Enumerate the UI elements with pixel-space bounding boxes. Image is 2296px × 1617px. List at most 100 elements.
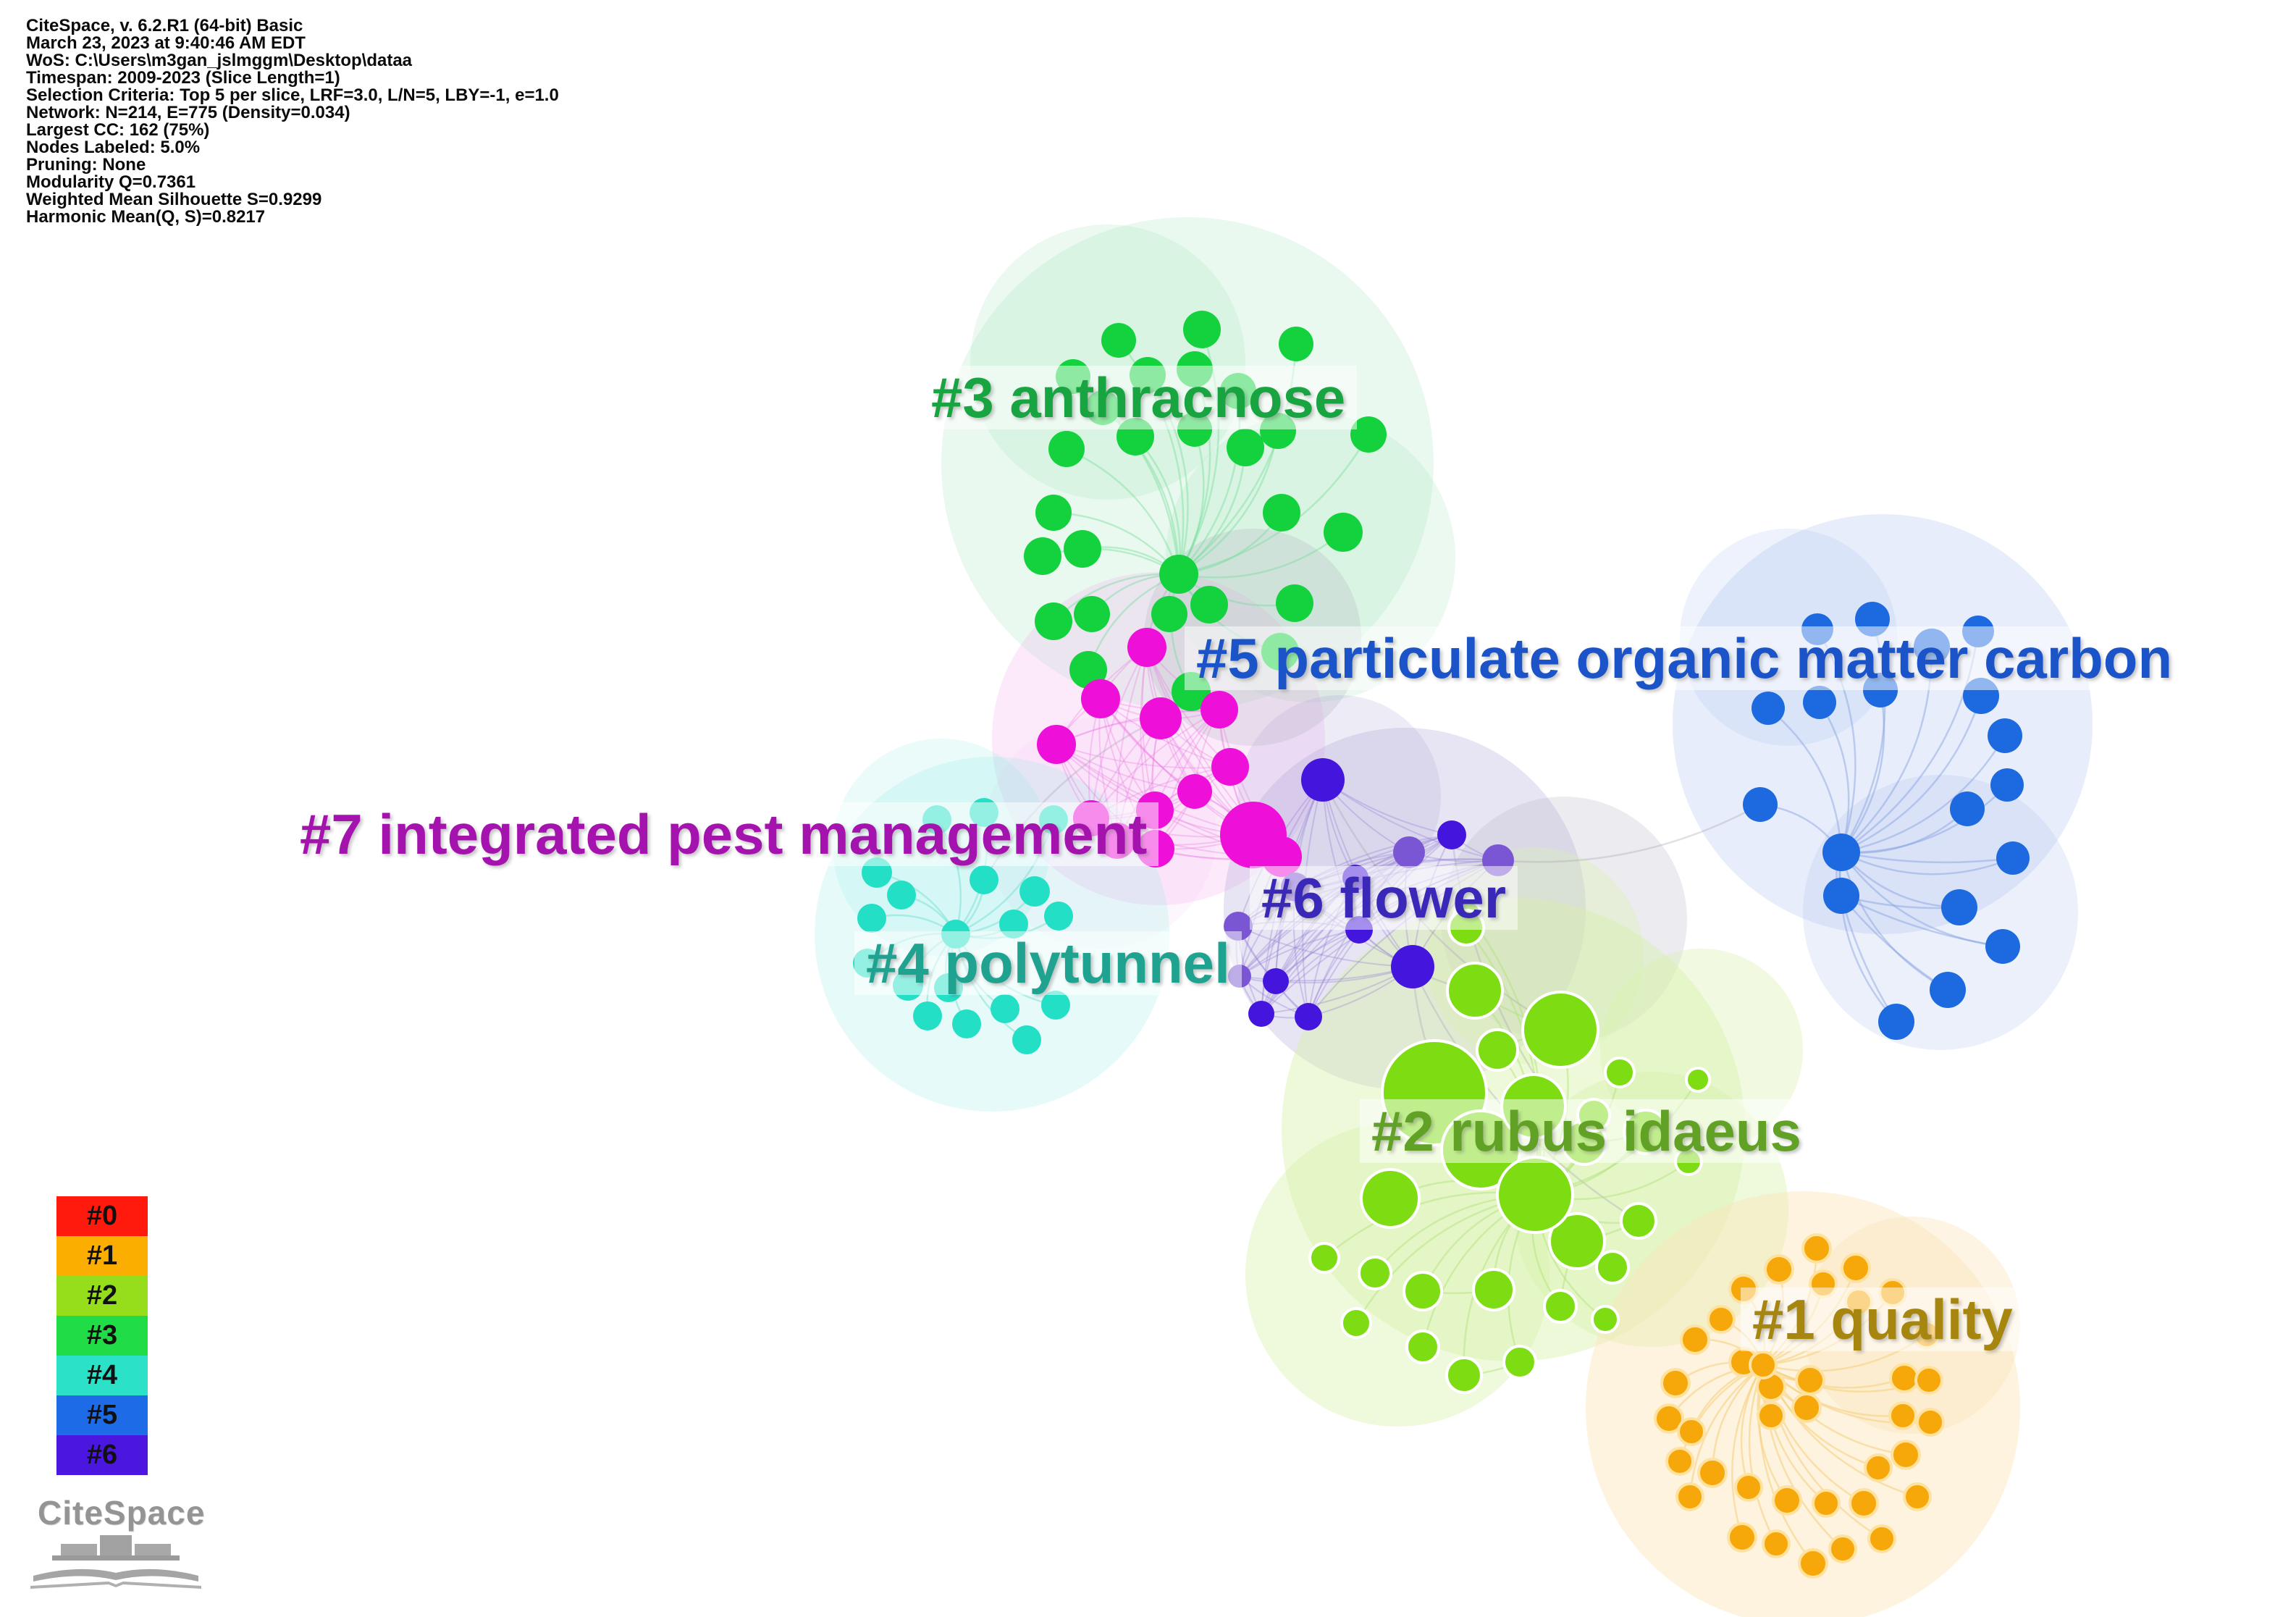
graph-node[interactable] — [1595, 1250, 1630, 1285]
graph-node[interactable] — [1405, 1330, 1440, 1364]
graph-node[interactable] — [913, 1001, 942, 1030]
graph-node[interactable] — [1324, 513, 1363, 552]
graph-node[interactable] — [1791, 1393, 1822, 1423]
cluster-label-2[interactable]: #2 rubus idaeus — [1360, 1099, 1813, 1164]
graph-node[interactable] — [1604, 1057, 1636, 1088]
graph-node[interactable] — [1127, 628, 1166, 667]
graph-node[interactable] — [1878, 1004, 1914, 1040]
graph-node[interactable] — [1988, 718, 2022, 753]
graph-node[interactable] — [1360, 1168, 1421, 1229]
graph-node[interactable] — [1445, 1356, 1483, 1394]
graph-node[interactable] — [1903, 1482, 1932, 1511]
graph-node[interactable] — [1743, 787, 1778, 822]
graph-node[interactable] — [1685, 1067, 1711, 1093]
graph-node[interactable] — [1403, 1271, 1443, 1311]
graph-node[interactable] — [857, 904, 886, 933]
graph-node[interactable] — [1263, 968, 1289, 994]
graph-node[interactable] — [1502, 1345, 1537, 1379]
cluster-label-5[interactable]: #5 particulate organic matter carbon — [1185, 626, 2184, 691]
graph-node[interactable] — [1822, 833, 1860, 871]
graph-node[interactable] — [1177, 774, 1212, 809]
graph-node[interactable] — [1654, 1403, 1684, 1434]
graph-node[interactable] — [1543, 1289, 1578, 1324]
graph-node[interactable] — [1393, 836, 1425, 868]
graph-node[interactable] — [1675, 1482, 1704, 1511]
graph-node[interactable] — [1801, 1233, 1832, 1264]
graph-node[interactable] — [1849, 1488, 1879, 1519]
graph-node[interactable] — [1727, 1522, 1757, 1553]
graph-node[interactable] — [1591, 1305, 1620, 1334]
graph-node[interactable] — [1279, 327, 1313, 361]
graph-node[interactable] — [1752, 692, 1785, 725]
graph-node[interactable] — [1074, 596, 1110, 632]
graph-node[interactable] — [1037, 725, 1076, 764]
graph-node[interactable] — [1227, 429, 1264, 466]
graph-node[interactable] — [1660, 1368, 1691, 1398]
graph-node[interactable] — [991, 994, 1019, 1023]
graph-node[interactable] — [1888, 1401, 1917, 1430]
graph-node[interactable] — [1190, 586, 1228, 623]
graph-node[interactable] — [1035, 602, 1072, 640]
graph-node[interactable] — [1446, 962, 1504, 1020]
graph-node[interactable] — [1864, 1453, 1893, 1482]
graph-node[interactable] — [1391, 945, 1434, 988]
cluster-label-3[interactable]: #3 anthracnose — [920, 366, 1358, 430]
graph-node[interactable] — [1308, 1242, 1340, 1274]
graph-node[interactable] — [1941, 889, 1977, 925]
graph-node[interactable] — [1828, 1534, 1857, 1563]
graph-node[interactable] — [1764, 1254, 1794, 1285]
graph-node[interactable] — [952, 1009, 981, 1038]
graph-node[interactable] — [1248, 1001, 1274, 1027]
graph-node[interactable] — [1350, 416, 1387, 453]
graph-node[interactable] — [1757, 1401, 1786, 1430]
graph-node[interactable] — [1263, 494, 1300, 532]
graph-node[interactable] — [1762, 1529, 1791, 1558]
graph-node[interactable] — [1069, 651, 1107, 689]
graph-node[interactable] — [1476, 1028, 1519, 1072]
graph-node[interactable] — [1301, 758, 1345, 802]
graph-node[interactable] — [1140, 697, 1182, 739]
graph-node[interactable] — [1041, 991, 1070, 1020]
graph-node[interactable] — [1211, 748, 1249, 786]
graph-node[interactable] — [1548, 1212, 1606, 1270]
graph-node[interactable] — [1891, 1440, 1921, 1470]
graph-node[interactable] — [1340, 1307, 1372, 1339]
graph-node[interactable] — [1677, 1417, 1706, 1446]
graph-node[interactable] — [970, 865, 998, 894]
cluster-label-6[interactable]: #6 flower — [1250, 866, 1518, 931]
graph-node[interactable] — [887, 881, 916, 910]
graph-node[interactable] — [1749, 1351, 1778, 1379]
graph-node[interactable] — [1734, 1473, 1763, 1502]
graph-node[interactable] — [1665, 1447, 1694, 1476]
graph-node[interactable] — [1295, 1003, 1322, 1030]
graph-node[interactable] — [1521, 991, 1599, 1069]
graph-node[interactable] — [1680, 1324, 1710, 1355]
graph-node[interactable] — [1798, 1548, 1828, 1579]
graph-node[interactable] — [1012, 1025, 1041, 1054]
graph-node[interactable] — [1950, 791, 1985, 826]
graph-node[interactable] — [1620, 1202, 1657, 1240]
graph-node[interactable] — [1707, 1305, 1736, 1334]
graph-node[interactable] — [1812, 1489, 1841, 1518]
cluster-label-1[interactable]: #1 quality — [1741, 1288, 2024, 1352]
graph-node[interactable] — [1914, 1366, 1943, 1395]
graph-node[interactable] — [1048, 431, 1085, 467]
graph-node[interactable] — [1151, 596, 1187, 632]
cluster-label-4[interactable]: #4 polytunnel — [854, 931, 1242, 996]
graph-node[interactable] — [1200, 691, 1238, 728]
cluster-label-7[interactable]: #7 integrated pest management — [288, 802, 1159, 867]
graph-node[interactable] — [1183, 311, 1221, 348]
graph-node[interactable] — [1024, 537, 1061, 575]
graph-node[interactable] — [1101, 323, 1136, 358]
graph-node[interactable] — [1996, 841, 2030, 875]
graph-node[interactable] — [1081, 679, 1120, 718]
graph-node[interactable] — [1772, 1485, 1802, 1516]
graph-node[interactable] — [1841, 1253, 1871, 1283]
graph-node[interactable] — [1437, 820, 1466, 849]
graph-node[interactable] — [1916, 1408, 1945, 1437]
graph-node[interactable] — [1472, 1268, 1515, 1311]
graph-node[interactable] — [1035, 495, 1072, 531]
graph-node[interactable] — [1044, 902, 1073, 931]
graph-node[interactable] — [1358, 1256, 1392, 1290]
graph-node[interactable] — [1867, 1524, 1896, 1553]
